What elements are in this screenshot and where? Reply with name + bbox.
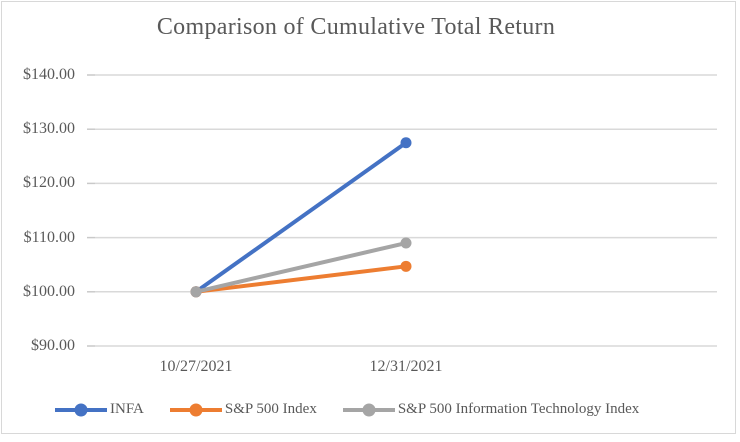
y-tick-label: $110.00 [23, 228, 75, 246]
y-tick-label: $130.00 [23, 120, 75, 138]
x-tick-label: 12/31/2021 [369, 358, 443, 375]
chart-title: Comparison of Cumulative Total Return [156, 14, 556, 40]
x-tick-label: 10/27/2021 [159, 358, 233, 375]
legend-marker-icon [169, 403, 222, 416]
series-marker [190, 286, 202, 298]
chart-frame [1, 1, 736, 434]
y-tick-label: $120.00 [23, 174, 75, 192]
legend-item: S&P 500 Index [169, 401, 317, 418]
legend-label: S&P 500 Index [224, 401, 317, 417]
y-tick-label: $90.00 [31, 337, 75, 354]
y-tick-label: $100.00 [23, 282, 75, 300]
legend-marker-icon [55, 403, 107, 416]
series-marker [400, 237, 412, 249]
series-marker [400, 260, 412, 272]
legend-item: S&P 500 Information Technology Index [342, 401, 640, 418]
series-line [194, 241, 408, 294]
series-line [194, 140, 408, 294]
legend: INFA S&P 500 Index S&P 500 Information Tec… [55, 401, 639, 418]
series-marker [400, 137, 412, 149]
series-line [194, 264, 408, 294]
legend-label: S&P 500 Information Technology Index [397, 401, 640, 417]
legend-marker-icon [342, 403, 395, 416]
legend-item: INFA [55, 401, 144, 418]
legend-label: INFA [110, 401, 144, 417]
y-tick-label: $140.00 [23, 66, 75, 83]
